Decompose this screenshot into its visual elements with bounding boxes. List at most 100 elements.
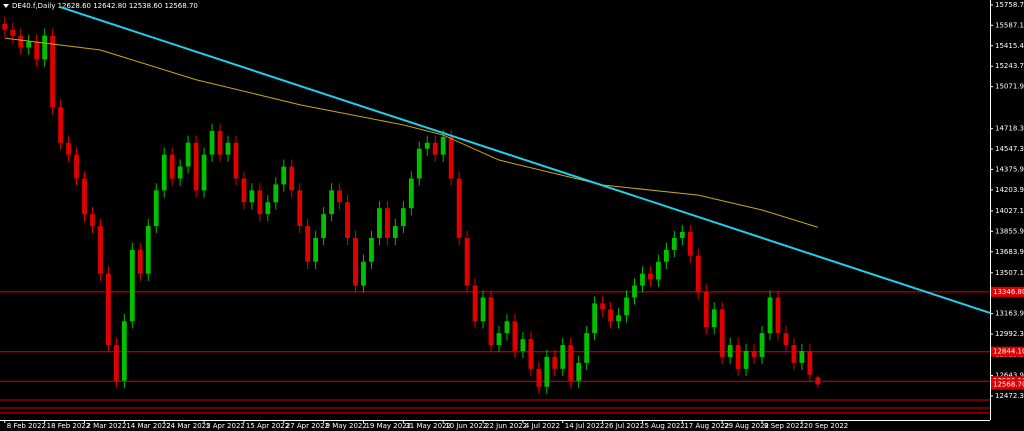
candle-body [767, 297, 773, 334]
candle-body [313, 237, 319, 262]
candle-body [600, 303, 605, 310]
candle-body [281, 166, 287, 185]
candle-body [480, 297, 486, 322]
y-tick-label: 14375.90 [995, 165, 1024, 173]
candle-body [177, 166, 183, 179]
candle-body [321, 214, 327, 238]
y-tick-label: 15071.90 [995, 83, 1024, 91]
candle-body [608, 309, 613, 322]
candle-body [783, 333, 789, 346]
candle-body [592, 303, 598, 334]
candle-body [488, 297, 494, 346]
candle-body [815, 377, 821, 385]
candle-body [711, 309, 717, 328]
x-tick-label: 19 May 2022 [365, 422, 411, 430]
candle-body [98, 226, 103, 274]
current-price-box [991, 379, 1024, 390]
candle-body [440, 136, 446, 155]
x-tick-label: 14 Jul 2022 [565, 422, 605, 430]
candle-body [424, 142, 430, 149]
candle-body [209, 130, 215, 155]
y-tick-label: 13855.90 [995, 227, 1024, 235]
x-tick-label: 9 May 2022 [326, 422, 367, 430]
candle-body [743, 350, 749, 369]
candle-body [560, 345, 566, 369]
candle-body [10, 29, 16, 36]
x-tick-label: 2 Mar 2022 [86, 422, 126, 430]
candle-body [129, 249, 135, 322]
candle-body [153, 190, 159, 227]
candle-body [400, 208, 406, 227]
x-tick-label: 17 Aug 2022 [684, 422, 729, 430]
candle-body [201, 154, 207, 191]
candle-body [121, 321, 127, 381]
candle-body [377, 208, 382, 238]
chart-title: DE40.f,Daily 12628.60 12642.80 12538.60 … [12, 2, 198, 10]
candle-body [568, 345, 574, 381]
candle-body [18, 35, 24, 48]
x-tick-label: 8 Feb 2022 [7, 422, 46, 430]
candle-body [456, 178, 462, 238]
candle-body [137, 249, 143, 274]
candle-body [448, 136, 454, 179]
y-tick-label: 14027.10 [995, 207, 1024, 215]
y-tick-label: 13163.90 [995, 310, 1024, 318]
candle-body [695, 255, 701, 292]
candle-body [703, 291, 709, 328]
candle-body [759, 333, 765, 357]
candle-body [225, 142, 231, 155]
x-tick-label: 15 Apr 2022 [246, 422, 289, 430]
candle-body [241, 178, 247, 203]
candle-body [536, 368, 542, 387]
y-tick-label: 12643.90 [995, 372, 1024, 380]
candle-body [392, 226, 398, 238]
candle-body [679, 232, 685, 238]
x-tick-label: 18 Feb 2022 [47, 422, 91, 430]
candle-body [624, 297, 629, 316]
candle-body [687, 232, 693, 256]
candle-body [82, 178, 87, 215]
trend-line [60, 6, 991, 314]
candle-body [249, 190, 255, 203]
candle-body [640, 273, 645, 286]
candle-body [113, 345, 119, 381]
x-tick-label: 29 Aug 2022 [724, 422, 769, 430]
candle-body [544, 356, 550, 387]
candle-body [663, 249, 669, 262]
candle-body [265, 202, 271, 215]
candle-body [273, 184, 279, 203]
y-tick-label: 14203.90 [995, 186, 1024, 194]
level-label-box [991, 346, 1024, 357]
x-tick-label: 31 May 2022 [405, 422, 451, 430]
candle-body [799, 350, 805, 363]
candle-body [496, 333, 502, 346]
y-tick-label: 14547.30 [995, 145, 1024, 153]
x-tick-label: 27 Apr 2022 [286, 422, 329, 430]
menu-icon[interactable] [3, 4, 9, 8]
y-tick-label: 13683.90 [995, 248, 1024, 256]
y-tick-label: 14718.30 [995, 125, 1024, 133]
candle-body [671, 237, 677, 250]
candle-body [369, 237, 374, 262]
x-tick-label: 4 Jul 2022 [525, 422, 560, 430]
candle-body [305, 226, 311, 262]
y-tick-label: 12472.30 [995, 392, 1024, 400]
x-tick-label: 5 Aug 2022 [644, 422, 684, 430]
candle-body [528, 339, 534, 369]
candle-body [432, 142, 438, 155]
candle-body [26, 41, 32, 48]
x-tick-label: 22 Jun 2022 [485, 422, 527, 430]
candle-body [106, 273, 111, 346]
candle-body [185, 142, 191, 167]
candle-body [42, 35, 48, 60]
candle-body [34, 41, 40, 60]
candle-body [161, 154, 167, 191]
candle-body [775, 297, 781, 334]
candle-body [472, 285, 478, 322]
candle-body [520, 339, 526, 351]
x-tick-label: 26 Jul 2022 [605, 422, 645, 430]
candle-body [616, 315, 621, 322]
moving-average [4, 37, 818, 228]
